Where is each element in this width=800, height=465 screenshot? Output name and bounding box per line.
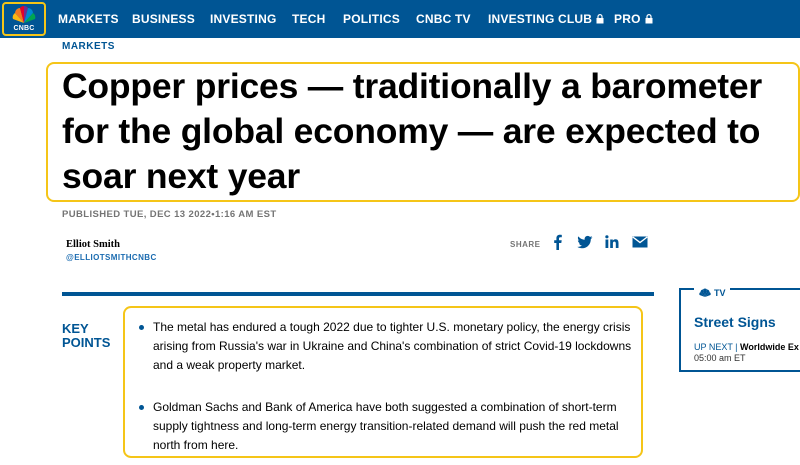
widget-show-title[interactable]: Street Signs	[694, 314, 776, 330]
bullet-icon	[139, 405, 144, 410]
nav-business[interactable]: BUSINESS	[132, 12, 195, 26]
facebook-icon[interactable]	[549, 233, 567, 251]
key-points-divider	[62, 292, 654, 296]
widget-brand-label: TV	[714, 288, 726, 298]
peacock-icon	[12, 6, 36, 23]
nav-tech[interactable]: TECH	[292, 12, 326, 26]
author-name[interactable]: Elliot Smith	[66, 239, 120, 250]
widget-up-next: UP NEXT | Worldwide Ex	[694, 342, 799, 352]
widget-time: 05:00 am ET	[694, 353, 746, 363]
up-next-show: Worldwide Ex	[740, 342, 799, 352]
logo-text: CNBC	[13, 25, 35, 32]
twitter-icon[interactable]	[576, 233, 594, 251]
key-points-title: KEY POINTS	[62, 322, 110, 350]
lock-icon	[645, 14, 653, 24]
nav-pro[interactable]: PRO	[614, 12, 653, 26]
peacock-icon	[699, 288, 711, 297]
up-next-label: UP NEXT |	[694, 342, 738, 352]
author-handle[interactable]: @ELLIOTSMITHCNBC	[66, 253, 157, 262]
key-points-title-line2: POINTS	[62, 335, 111, 350]
key-point-item: The metal has endured a tough 2022 due t…	[153, 320, 632, 372]
section-label[interactable]: MARKETS	[62, 41, 115, 52]
headline-highlight	[46, 62, 800, 202]
share-label: SHARE	[510, 240, 541, 249]
published-timestamp: PUBLISHED TUE, DEC 13 2022•1:16 AM EST	[62, 209, 277, 220]
top-navigation: CNBC MARKETS BUSINESS INVESTING TECH POL…	[0, 0, 800, 38]
key-points-highlight	[123, 306, 643, 458]
nav-politics[interactable]: POLITICS	[343, 12, 400, 26]
bullet-icon	[139, 325, 144, 330]
email-icon[interactable]	[631, 233, 649, 251]
article-headline: Copper prices — traditionally a baromete…	[62, 66, 763, 196]
nav-pro-label: PRO	[614, 12, 641, 26]
lock-icon	[596, 14, 604, 24]
nav-investing[interactable]: INVESTING	[210, 12, 277, 26]
key-points-title-line1: KEY	[62, 321, 89, 336]
nav-markets[interactable]: MARKETS	[58, 12, 119, 26]
nav-investing-club[interactable]: INVESTING CLUB	[488, 12, 604, 26]
nav-cnbc-tv[interactable]: CNBC TV	[416, 12, 471, 26]
linkedin-icon[interactable]	[603, 233, 621, 251]
key-point-item: Goldman Sachs and Bank of America have b…	[153, 400, 619, 452]
widget-brand: TV	[694, 288, 730, 302]
nav-investing-club-label: INVESTING CLUB	[488, 12, 593, 26]
cnbc-logo[interactable]: CNBC	[2, 2, 46, 36]
live-tv-widget[interactable]	[679, 288, 800, 372]
